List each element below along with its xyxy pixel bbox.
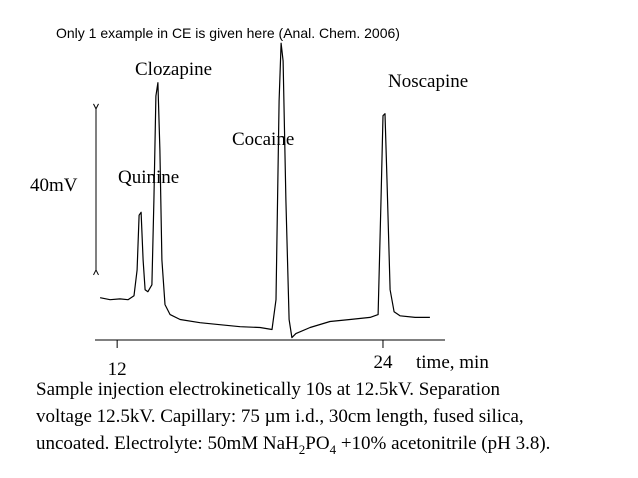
- caption-text: PO: [305, 433, 329, 454]
- trace: [99, 42, 430, 339]
- peak-label: Quinine: [118, 167, 179, 188]
- caption-text: uncoated. Electrolyte: 50mM NaH: [36, 433, 299, 454]
- x-tick-label: 24: [373, 352, 393, 373]
- slide-title: Only 1 example in CE is given here (Anal…: [56, 25, 400, 41]
- caption-text: +10% acetonitrile (pH 3.8).: [336, 433, 550, 454]
- scale-arrow: [93, 103, 99, 110]
- peak-label: Cocaine: [232, 129, 294, 150]
- x-tick-label: 12: [108, 359, 127, 380]
- x-axis-label: time, min: [416, 352, 489, 373]
- subscript: 4: [330, 442, 337, 457]
- scale-label: 40mV: [30, 175, 78, 196]
- caption-line: Sample injection electrokinetically 10s …: [36, 379, 500, 400]
- peak-label: Noscapine: [388, 71, 468, 92]
- subscript: 2: [299, 442, 306, 457]
- caption-line: uncoated. Electrolyte: 50mM NaH2PO4 +10%…: [36, 433, 550, 457]
- scale-arrow: [93, 268, 99, 276]
- peak-label: Clozapine: [135, 59, 212, 80]
- caption-line: voltage 12.5kV. Capillary: 75 µm i.d., 3…: [36, 406, 524, 427]
